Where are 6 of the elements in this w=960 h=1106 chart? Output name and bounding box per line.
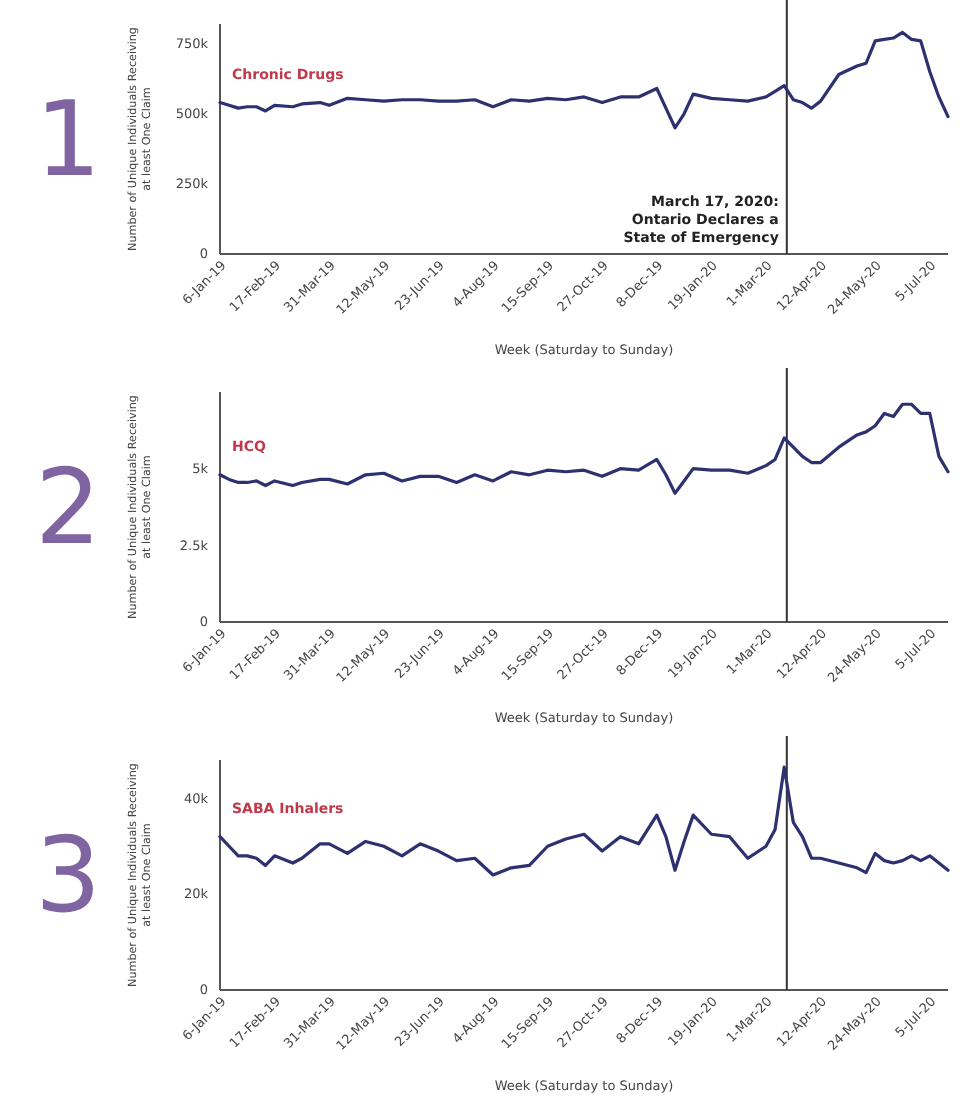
line-series: [218, 765, 950, 877]
line-series: [218, 30, 950, 130]
text: 3: [34, 817, 102, 937]
text: 1: [34, 81, 102, 201]
text: 2: [34, 449, 102, 569]
line-series: [218, 402, 950, 495]
